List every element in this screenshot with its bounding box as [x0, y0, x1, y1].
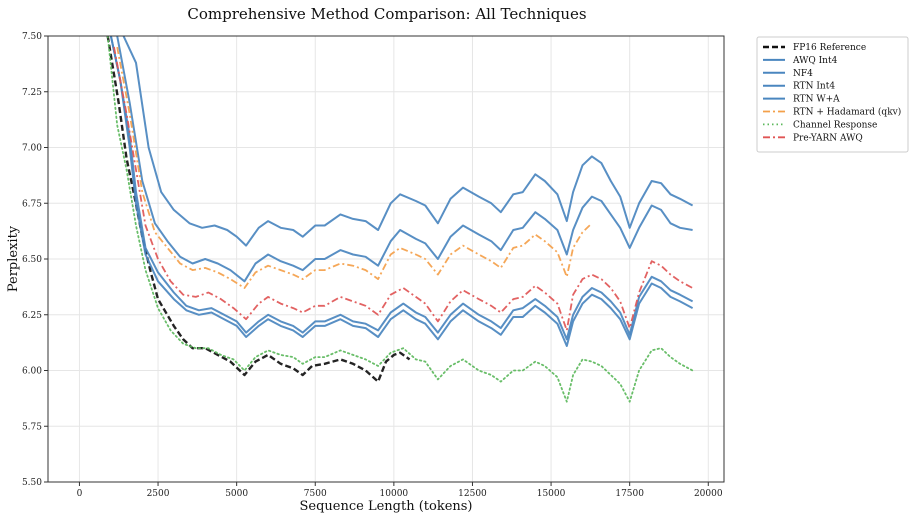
legend-label: AWQ Int4 [792, 56, 838, 66]
series-line-4 [116, 36, 693, 283]
legend: FP16 Reference AWQ Int4 NF4 RTN Int4 RTN W+A… [756, 36, 909, 153]
legend-label: RTN + Hadamard (qkv) [793, 107, 901, 118]
y-tick-label: 6.75 [22, 199, 42, 209]
y-tick-label: 6.00 [22, 367, 42, 377]
legend-label: RTN W+A [793, 95, 840, 105]
y-tick-label: 7.50 [22, 32, 42, 42]
series-line-7 [113, 46, 694, 332]
series-line-2 [109, 36, 694, 341]
x-tick-label: 2500 [147, 489, 170, 499]
chart-title: Comprehensive Method Comparison: All Tec… [187, 5, 586, 23]
x-tick-label: 15000 [537, 489, 566, 499]
legend-label: RTN Int4 [793, 82, 835, 92]
legend-label: Pre-YARN AWQ [793, 133, 863, 143]
y-axis: 5.50 5.75 6.00 6.25 6.50 6.75 7.00 7.25 7.50 [22, 32, 48, 488]
series-line-1 [109, 36, 694, 347]
x-tick-label: 7500 [304, 489, 327, 499]
legend-label: FP16 Reference [793, 43, 866, 53]
x-tick-label: 0 [77, 489, 83, 499]
legend-box [756, 36, 909, 153]
legend-label: NF4 [793, 69, 813, 79]
series-group [106, 36, 694, 403]
x-tick-label: 17500 [615, 489, 644, 499]
y-tick-label: 6.25 [22, 311, 42, 321]
y-tick-label: 7.25 [22, 88, 42, 98]
legend-label: Channel Response [793, 120, 877, 130]
grid [48, 35, 724, 483]
series-line-5 [116, 46, 593, 289]
x-axis-title: Sequence Length (tokens) [299, 499, 472, 514]
x-axis: 0 2500 5000 7500 10000 12500 15000 17500 20000 [77, 482, 723, 499]
x-tick-label: 5000 [225, 489, 248, 499]
y-tick-label: 7.00 [22, 144, 42, 154]
x-tick-label: 20000 [694, 489, 723, 499]
series-line-0 [106, 36, 411, 383]
x-tick-label: 10000 [380, 489, 409, 499]
y-tick-label: 5.50 [22, 478, 42, 488]
series-line-6 [106, 36, 694, 403]
series-line-3 [122, 36, 694, 247]
x-tick-label: 12500 [458, 489, 487, 499]
y-tick-label: 5.75 [22, 422, 42, 432]
y-axis-title: Perplexity [6, 225, 21, 292]
y-tick-label: 6.50 [22, 255, 42, 265]
